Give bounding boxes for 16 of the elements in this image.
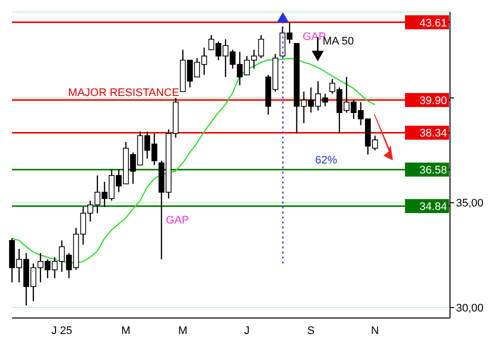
y-tick-label: 35,00 — [456, 198, 484, 210]
annotation: 62% — [315, 154, 338, 167]
x-tick-label: J 25 — [51, 324, 72, 337]
ref-line-label: 34.84 — [419, 201, 447, 214]
x-tick-label: S — [307, 324, 315, 337]
annotation: GAP — [166, 214, 190, 226]
ref-line-label: 38.34 — [419, 128, 447, 140]
y-tick-label: 30,00 — [456, 302, 484, 314]
x-tick-label: N — [371, 324, 380, 337]
x-tick-label: M — [121, 324, 130, 337]
ref-line-label: 43.61 — [419, 17, 447, 30]
ref-line-label: 39.90 — [419, 95, 447, 108]
x-tick-label: J — [244, 324, 250, 337]
ref-line-label: 36.58 — [419, 164, 447, 177]
annotation: MAJOR RESISTANCE — [68, 87, 180, 100]
x-tick-label: M — [178, 324, 188, 337]
